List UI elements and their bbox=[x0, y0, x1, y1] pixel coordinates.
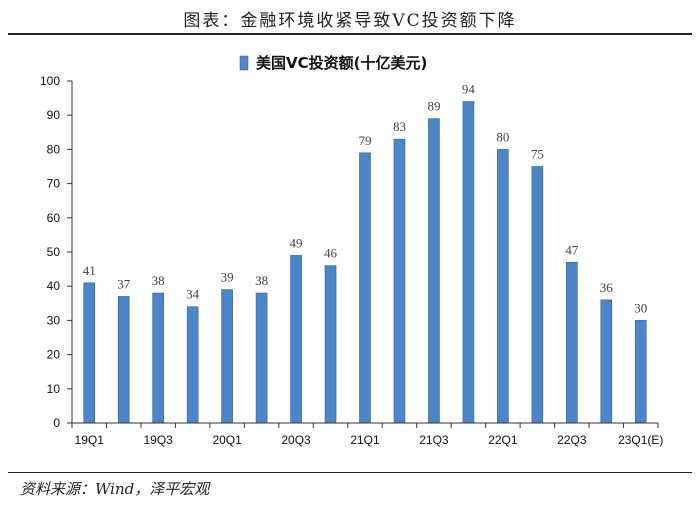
data-label-21Q1: 79 bbox=[359, 133, 372, 148]
bar-21Q1 bbox=[359, 152, 371, 424]
bar-21Q4 bbox=[462, 101, 475, 424]
y-axis: 0 10 20 30 40 50 60 70 80 90 100 bbox=[40, 74, 73, 430]
x-tick-label: 22Q1 bbox=[488, 433, 518, 447]
x-axis: 19Q1 19Q3 20Q1 20Q3 21Q1 21Q3 22Q1 22Q3 23Q1(E) bbox=[71, 422, 663, 447]
data-label-22Q4: 36 bbox=[600, 280, 614, 295]
bar-21Q3 bbox=[428, 118, 440, 424]
data-label-21Q3: 89 bbox=[427, 99, 440, 114]
bar-19Q4 bbox=[186, 306, 199, 424]
bar-19Q2 bbox=[117, 296, 130, 424]
y-tick-label: 30 bbox=[47, 313, 61, 327]
chart-header-title: 图表：金融环境收紧导致VC投资额下降 bbox=[183, 11, 517, 31]
legend-swatch bbox=[239, 55, 249, 71]
y-tick-label: 40 bbox=[47, 279, 61, 293]
footer-rule bbox=[8, 472, 692, 473]
bar-22Q1 bbox=[497, 149, 509, 424]
x-tick-label: 22Q3 bbox=[557, 433, 587, 447]
legend: 美国VC投资额(十亿美元) bbox=[239, 54, 427, 72]
header-rule bbox=[8, 33, 692, 35]
data-label-21Q2: 83 bbox=[393, 119, 406, 134]
bar-20Q3 bbox=[290, 255, 302, 424]
y-tick-label: 10 bbox=[47, 382, 61, 396]
legend-label: 美国VC投资额(十亿美元) bbox=[256, 54, 427, 72]
data-label-20Q4: 46 bbox=[324, 246, 338, 261]
y-tick-label: 100 bbox=[40, 74, 60, 88]
bar-21Q2 bbox=[393, 138, 406, 424]
data-label-21Q4: 94 bbox=[462, 82, 476, 97]
y-tick-label: 0 bbox=[53, 416, 60, 430]
x-tick-label: 23Q1(E) bbox=[618, 433, 663, 447]
y-tick-label: 50 bbox=[47, 245, 61, 259]
bar-19Q3 bbox=[152, 292, 164, 424]
data-label-19Q4: 34 bbox=[186, 287, 200, 302]
data-label-22Q1: 80 bbox=[496, 129, 509, 144]
data-label-22Q2: 75 bbox=[531, 147, 544, 162]
y-tick-label: 60 bbox=[47, 211, 61, 225]
bar-20Q4 bbox=[324, 265, 337, 424]
data-label-19Q2: 37 bbox=[117, 276, 131, 291]
data-label-23Q1(E): 30 bbox=[634, 300, 647, 315]
y-tick-label: 90 bbox=[47, 108, 61, 122]
y-tick-label: 20 bbox=[47, 348, 61, 362]
bar-chart: 美国VC投资额(十亿美元) 0 10 20 30 40 50 60 70 80 90 100 41 3… bbox=[40, 54, 663, 447]
x-tick-label: 21Q1 bbox=[350, 433, 380, 447]
bar-20Q2 bbox=[255, 292, 268, 424]
data-label-22Q3: 47 bbox=[565, 242, 579, 257]
data-label-19Q3: 38 bbox=[152, 273, 165, 288]
bar-22Q3 bbox=[566, 261, 578, 424]
bar-20Q1 bbox=[221, 289, 233, 424]
x-tick-label: 19Q3 bbox=[143, 433, 173, 447]
bar-19Q1 bbox=[83, 282, 96, 424]
data-label-19Q1: 41 bbox=[83, 263, 96, 278]
bar-22Q2 bbox=[531, 166, 544, 424]
bars: 41 37 38 34 39 38 49 46 79 83 89 94 80 75 47 36 30 bbox=[83, 82, 647, 424]
data-label-20Q3: 49 bbox=[290, 235, 303, 250]
x-tick-label: 20Q3 bbox=[281, 433, 311, 447]
y-tick-label: 80 bbox=[47, 142, 61, 156]
data-label-20Q2: 38 bbox=[255, 273, 268, 288]
x-tick-label: 19Q1 bbox=[75, 433, 105, 447]
source-note: 资料来源：Wind，泽平宏观 bbox=[20, 480, 210, 498]
bar-22Q4 bbox=[600, 299, 613, 424]
y-tick-label: 70 bbox=[47, 177, 61, 191]
bar-23Q1(E) bbox=[634, 320, 647, 424]
x-tick-label: 21Q3 bbox=[419, 433, 449, 447]
x-tick-label: 20Q1 bbox=[212, 433, 242, 447]
data-label-20Q1: 39 bbox=[221, 270, 234, 285]
